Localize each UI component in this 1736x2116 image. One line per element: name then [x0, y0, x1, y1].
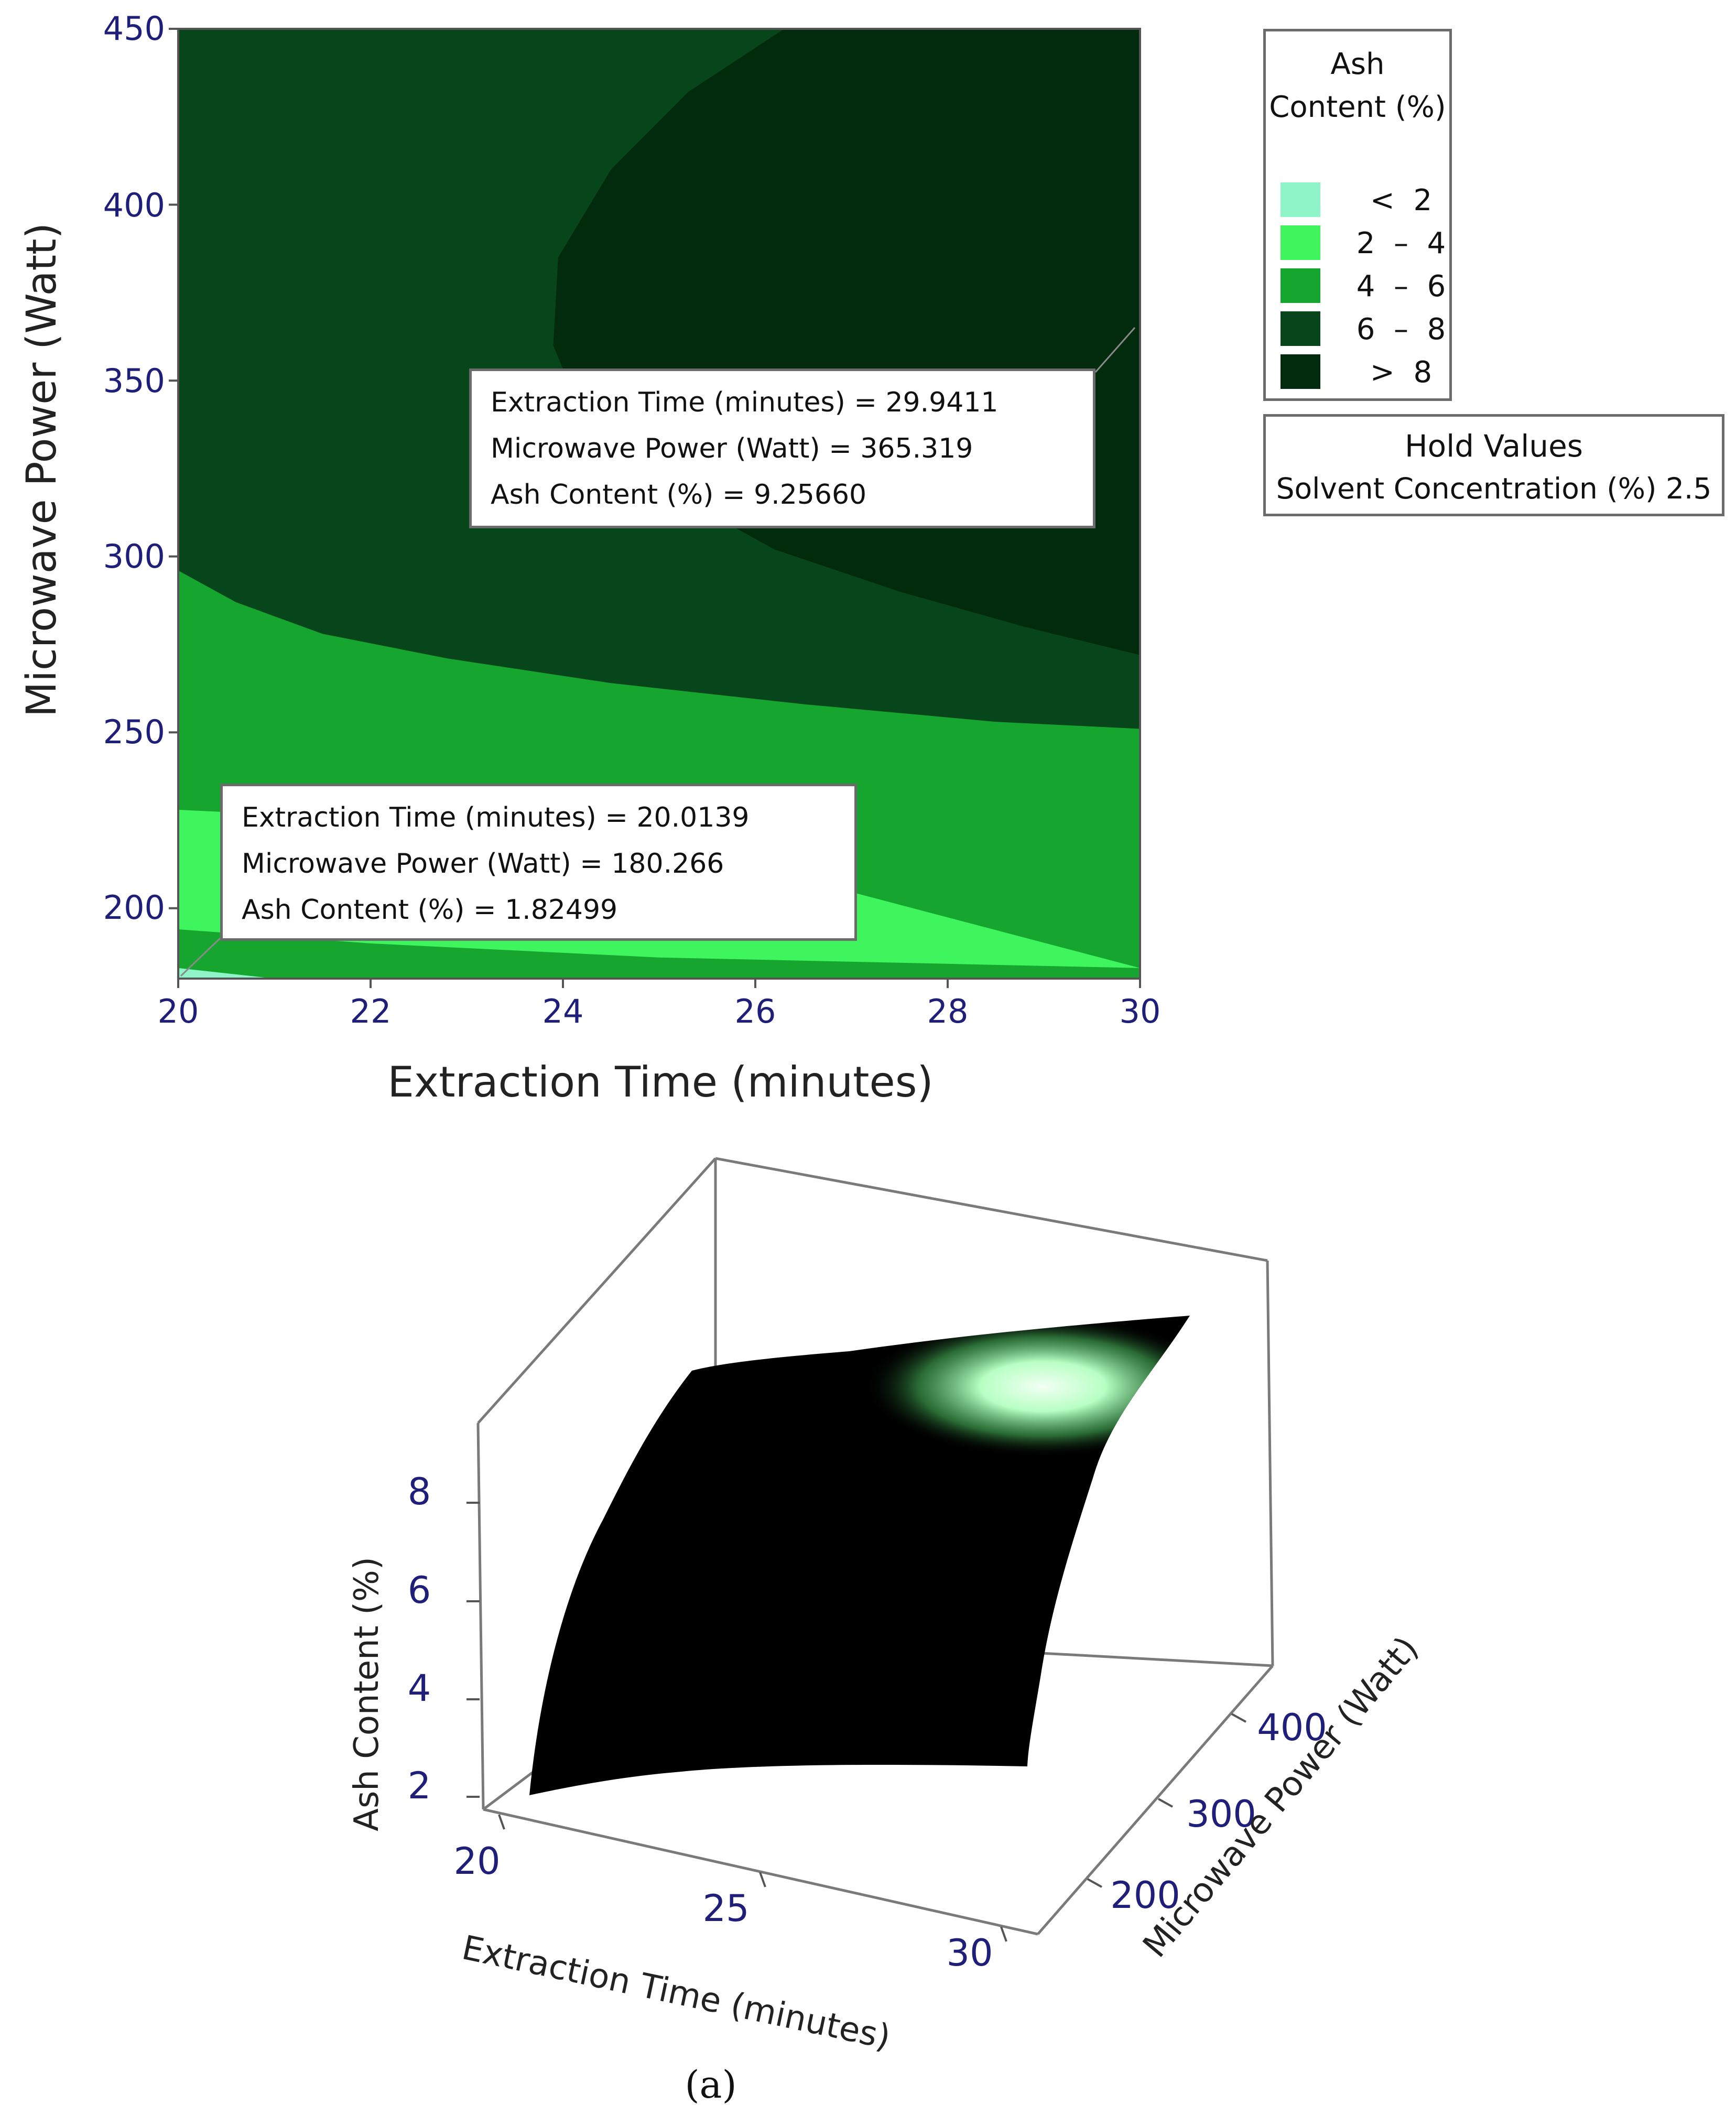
contour-x-tick-28: 28 [927, 992, 969, 1030]
legend-swatch [1281, 182, 1320, 217]
annotation-leader-2 [180, 937, 221, 977]
legend-title-line-2: Content (%) [1269, 90, 1446, 124]
surface-y-tick-200: 200 [1110, 1874, 1180, 1917]
contour-x-tick-22: 22 [350, 992, 392, 1030]
legend-label: > 8 [1370, 355, 1433, 389]
y3d-axis-ticks [1087, 1713, 1246, 1888]
legend-label: < 2 [1370, 183, 1433, 218]
annotation-leader-1 [1094, 327, 1136, 373]
legend-entry: 2 – 4 [1281, 225, 1474, 261]
contour-y-tick-300: 300 [103, 537, 165, 576]
contour-y-tick-250: 250 [103, 713, 165, 751]
surface-z-tick-8: 8 [407, 1470, 431, 1513]
contour-y-tick-350: 350 [103, 362, 165, 400]
contour-axis-ticks [169, 28, 1141, 988]
x3d-axis-ticks [498, 1814, 1007, 1942]
figure-caption: (a) [685, 2063, 737, 2107]
contour-y-tick-450: 450 [103, 9, 165, 48]
annotation-max-line-1: Extraction Time (minutes) = 29.9411 [491, 387, 999, 418]
surface-zlabel: Ash Content (%) [348, 1557, 386, 1831]
legend-swatch [1281, 225, 1320, 260]
legend-title-line-1: Ash [1330, 47, 1385, 81]
legend-entry: < 2 [1281, 182, 1474, 218]
annotation-min-line-2: Microwave Power (Watt) = 180.266 [242, 848, 724, 880]
annotation-max-line-3: Ash Content (%) = 9.25660 [491, 479, 867, 511]
annotation-min-line-3: Ash Content (%) = 1.82499 [242, 894, 618, 926]
legend-label: 4 – 6 [1356, 269, 1446, 303]
surface-3d-plot [466, 1157, 1274, 1942]
hold-values-line: Solvent Concentration (%) 2.5 [1276, 472, 1712, 505]
legend-swatch [1281, 268, 1320, 303]
annotation-box-max: Extraction Time (minutes) = 29.9411 Micr… [469, 368, 1095, 528]
z-axis-ticks [466, 1502, 480, 1798]
contour-y-tick-200: 200 [103, 888, 165, 927]
surface-z-tick-6: 6 [407, 1569, 431, 1612]
surface-y-tick-400: 400 [1257, 1706, 1327, 1749]
hold-values-title: Hold Values [1405, 428, 1583, 464]
legend-label: 2 – 4 [1356, 226, 1446, 261]
annotation-box-min: Extraction Time (minutes) = 20.0139 Micr… [220, 784, 857, 941]
surface-x-tick-20: 20 [453, 1840, 501, 1883]
legend-entry: 4 – 6 [1281, 268, 1474, 303]
contour-x-tick-30: 30 [1119, 992, 1161, 1030]
legend-entry: > 8 [1281, 354, 1474, 389]
legend: Ash Content (%) < 2 2 – 4 4 – 6 6 – 8 > … [1263, 29, 1452, 401]
surface-z-tick-2: 2 [407, 1764, 431, 1807]
contour-x-tick-20: 20 [157, 992, 199, 1030]
legend-entry: 6 – 8 [1281, 311, 1474, 346]
surface-y-tick-300: 300 [1186, 1793, 1256, 1836]
contour-ylabel: Microwave Power (Watt) [18, 222, 66, 717]
contour-region-lt-2 [178, 968, 275, 979]
annotation-max-line-2: Microwave Power (Watt) = 365.319 [491, 433, 973, 464]
legend-swatch [1281, 311, 1320, 346]
contour-x-tick-24: 24 [542, 992, 584, 1030]
surface-x-tick-30: 30 [946, 1931, 993, 1974]
legend-swatch [1281, 354, 1320, 389]
surface-highlight [865, 1316, 1190, 1457]
surface-z-tick-4: 4 [407, 1667, 431, 1710]
plot-area-frame [177, 28, 1141, 980]
annotation-min-line-1: Extraction Time (minutes) = 20.0139 [242, 802, 750, 833]
surface-x-tick-25: 25 [702, 1887, 750, 1930]
legend-label: 6 – 8 [1356, 312, 1446, 346]
contour-x-tick-26: 26 [734, 992, 776, 1030]
hold-values-panel: Hold Values Solvent Concentration (%) 2.… [1263, 414, 1724, 516]
contour-y-tick-400: 400 [103, 186, 165, 224]
contour-xlabel: Extraction Time (minutes) [387, 1058, 934, 1106]
